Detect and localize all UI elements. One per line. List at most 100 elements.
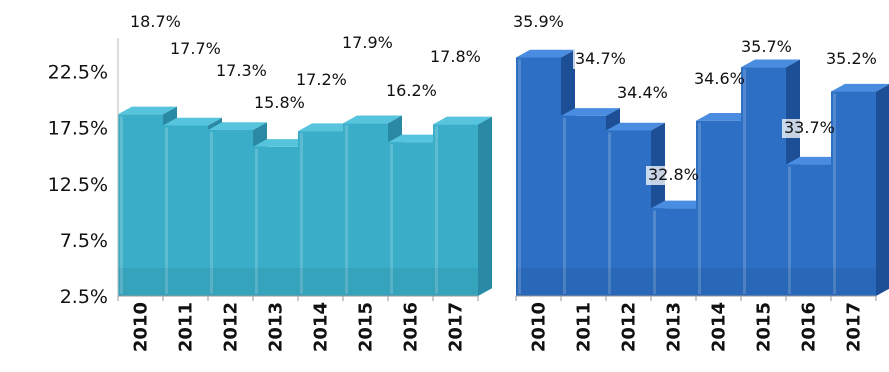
bar-shade-2012 <box>606 268 651 296</box>
bar-2016 <box>388 142 433 296</box>
bar-top-2013 <box>253 139 312 147</box>
bar-highlight-2015 <box>743 69 746 294</box>
y-tick-label: 12.5% <box>48 174 108 196</box>
value-label-bg <box>646 166 692 185</box>
value-label: 34.4% <box>617 83 668 102</box>
x-tick-label: 2012 <box>221 302 242 352</box>
bar-highlight-2014 <box>698 122 701 294</box>
bar-2010 <box>118 114 163 296</box>
bar-top-2011 <box>561 108 620 116</box>
value-label-bg <box>511 13 557 32</box>
bar-top-2013 <box>651 200 710 209</box>
bar-highlight-2014 <box>300 133 303 294</box>
value-label: 32.8% <box>648 165 699 184</box>
x-tick-label: 2017 <box>446 302 467 352</box>
bar-top-2016 <box>786 156 845 165</box>
x-tick-label: 2010 <box>529 302 550 352</box>
value-label: 17.7% <box>170 39 221 58</box>
bar-2013 <box>651 208 696 296</box>
bar-shade-2015 <box>741 268 786 296</box>
bar-2010 <box>516 57 561 297</box>
value-label: 34.7% <box>575 49 626 68</box>
value-label: 35.7% <box>741 37 792 56</box>
bar-top-2010 <box>516 49 575 58</box>
value-label: 15.8% <box>254 93 305 112</box>
bar-highlight-2011 <box>563 117 566 294</box>
right-bar-chart: 2010 2011 2012 2013 2014 2015 2016 2017 35.9% 34.… <box>511 12 889 352</box>
value-label-bg <box>782 119 828 138</box>
x-tick-label: 2013 <box>664 302 685 352</box>
bar-2012 <box>606 130 651 296</box>
bar-top-2012 <box>606 122 665 131</box>
x-tick-label: 2016 <box>401 302 422 352</box>
value-label-bg <box>692 70 738 89</box>
bar-shade-2014 <box>696 268 741 296</box>
value-label: 18.7% <box>130 12 181 31</box>
bar-2014 <box>298 131 343 296</box>
bar-2013 <box>253 146 298 296</box>
x-tick-label: 2017 <box>844 302 865 352</box>
x-tick-label: 2011 <box>574 302 595 352</box>
bar-2011 <box>561 115 606 296</box>
bar-side-2017 <box>876 84 889 296</box>
bar-2017 <box>433 124 478 296</box>
x-tick-label: 2014 <box>709 302 730 352</box>
bar-top-2014 <box>298 123 357 132</box>
value-label-bg <box>573 50 619 69</box>
bar-2016 <box>786 164 831 296</box>
value-label-bg <box>739 38 785 57</box>
bar-2015 <box>343 123 388 297</box>
bar-shade-2015 <box>343 268 388 296</box>
x-tick-label: 2014 <box>311 302 332 352</box>
value-label: 34.6% <box>694 69 745 88</box>
value-label-bg <box>824 50 870 69</box>
x-tick-label: 2015 <box>754 302 775 352</box>
value-label: 17.8% <box>430 47 481 66</box>
bar-highlight-2016 <box>788 166 791 294</box>
bar-shade-2014 <box>298 268 343 296</box>
x-tick-label: 2010 <box>131 302 152 352</box>
y-tick-label: 17.5% <box>48 118 108 140</box>
bar-shade-2017 <box>831 268 876 296</box>
value-label: 16.2% <box>386 81 437 100</box>
y-tick-label: 22.5% <box>48 62 108 84</box>
bar-highlight-2016 <box>390 144 393 294</box>
bar-highlight-2015 <box>345 125 348 295</box>
bar-2015 <box>741 67 786 296</box>
value-label: 17.2% <box>296 70 347 89</box>
x-tick-label: 2016 <box>799 302 820 352</box>
x-tick-label: 2012 <box>619 302 640 352</box>
bar-highlight-2012 <box>210 131 213 294</box>
bar-shade-2011 <box>561 268 606 296</box>
bar-highlight-2010 <box>518 59 521 295</box>
bar-top-2015 <box>343 115 402 124</box>
bar-shade-2016 <box>786 268 831 296</box>
bar-top-2010 <box>118 106 177 115</box>
bar-shade-2017 <box>433 268 478 296</box>
bar-2014 <box>696 120 741 296</box>
y-tick-label: 2.5% <box>60 286 108 308</box>
bar-highlight-2012 <box>608 132 611 294</box>
bar-highlight-2017 <box>435 126 438 294</box>
bar-shade-2012 <box>208 268 253 296</box>
bar-top-2011 <box>163 117 222 126</box>
bar-shade-2010 <box>118 268 163 296</box>
value-label: 35.2% <box>826 49 877 68</box>
bar-highlight-2010 <box>120 116 123 294</box>
bar-shade-2013 <box>651 268 696 296</box>
value-label: 17.3% <box>216 61 267 80</box>
bar-highlight-2017 <box>833 93 836 294</box>
value-label: 33.7% <box>784 118 835 137</box>
left-bar-chart: 2010 2011 2012 2013 2014 2015 2016 2017 22.5% 17.… <box>48 12 492 352</box>
bar-top-2017 <box>831 83 889 92</box>
bar-highlight-2011 <box>165 127 168 294</box>
value-label: 35.9% <box>513 12 564 31</box>
bar-2011 <box>163 125 208 296</box>
bar-shade-2010 <box>516 268 561 296</box>
x-tick-label: 2013 <box>266 302 287 352</box>
bar-side-2017 <box>478 116 492 296</box>
value-label-bg <box>615 84 661 103</box>
bar-shade-2013 <box>253 268 298 296</box>
x-tick-label: 2015 <box>356 302 377 352</box>
bar-top-2012 <box>208 122 267 130</box>
